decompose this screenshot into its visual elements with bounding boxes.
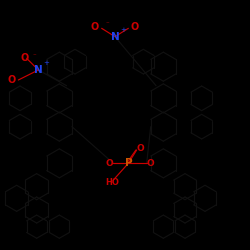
Text: O: O xyxy=(20,53,29,63)
Text: O: O xyxy=(146,159,154,168)
Text: P: P xyxy=(124,158,132,168)
Text: HO: HO xyxy=(105,178,119,187)
Text: O: O xyxy=(91,22,99,32)
Text: N: N xyxy=(34,65,43,75)
Text: O: O xyxy=(136,144,144,153)
Text: O: O xyxy=(106,159,114,168)
Text: O: O xyxy=(131,22,139,32)
Text: N: N xyxy=(110,32,120,42)
Text: +: + xyxy=(43,60,49,66)
Text: O: O xyxy=(8,75,16,85)
Text: +: + xyxy=(120,27,126,33)
Text: ⁻: ⁻ xyxy=(33,53,37,59)
Text: ⁻: ⁻ xyxy=(106,21,109,27)
